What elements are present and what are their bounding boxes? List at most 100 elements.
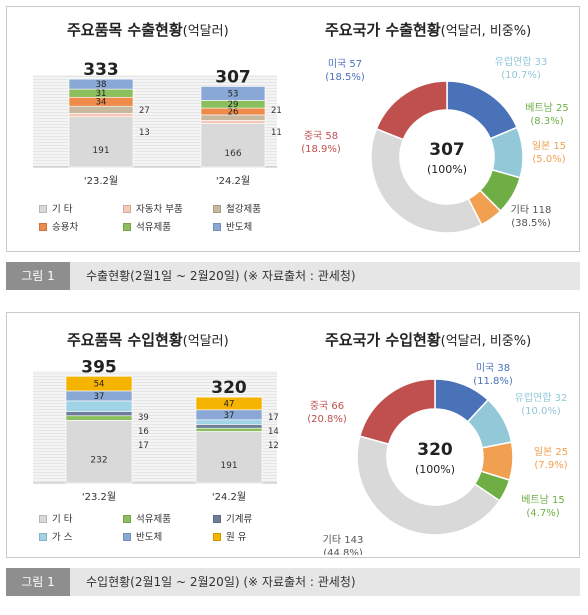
bar-segment [200, 120, 266, 124]
import-panel: 주요품목 수입현황(억달러) 주요국가 수입현황(억달러, 비중%) 232 17… [6, 312, 580, 558]
import-items-title-text: 주요품목 수입현황 [67, 331, 183, 349]
legend-item: 반도체 [123, 529, 162, 543]
legend-label: 가 스 [52, 532, 73, 543]
legend-label: 반도체 [136, 532, 163, 543]
slice-pct-label: (18.5%) [325, 72, 365, 83]
slice-pct-label: (18.9%) [301, 144, 341, 155]
category-label: '24.2월 [212, 491, 246, 503]
bar-segment [68, 113, 134, 118]
data-label: 191 [220, 461, 237, 471]
export-items-unit: (억달러) [182, 24, 229, 39]
import-country-unit: (억달러, 비중%) [440, 334, 532, 349]
legend-swatch [39, 205, 47, 213]
data-label: 34 [96, 98, 107, 108]
slice-pct-label: (11.8%) [473, 376, 513, 387]
export-caption-bar: 그림 1 수출현황(2월1일 ~ 2월20일) (※ 자료출처 : 관세청) [6, 262, 580, 290]
donut-center-value: 307 [429, 140, 465, 160]
bar-segment [65, 415, 133, 421]
bar-segment [65, 376, 133, 392]
legend-swatch [39, 533, 47, 541]
legend-label: 승용차 [52, 222, 79, 233]
donut-slice [358, 378, 436, 446]
bar-total-label: 395 [81, 357, 117, 377]
export-items-title-text: 주요품목 수출현황 [67, 21, 183, 39]
export-country-donut-chart: 미국 57 (18.5%) 유럽연합 33 (10.7%) 베트남 25 (8.3%) 일본… [301, 56, 569, 234]
bar-segment [65, 420, 133, 484]
export-items-legend: 기 타 자동차 부품 철강제품 승용차 석유제품 반도체 [31, 199, 291, 239]
legend-label: 기 타 [52, 204, 73, 215]
slice-pct-label: (7.9%) [534, 460, 567, 471]
slice-pct-label: (44.8%) [323, 548, 363, 555]
legend-swatch [213, 515, 221, 523]
slice-label: 중국 58 [304, 130, 338, 142]
legend-label: 기 타 [52, 514, 73, 525]
figure-tag: 그림 1 [6, 568, 70, 596]
legend-item: 기계류 [213, 511, 252, 525]
bar-segment [65, 400, 133, 412]
bar-segment [195, 424, 263, 429]
data-label: 53 [228, 89, 239, 99]
export-panel: 주요품목 수출현황(억달러) 주요국가 수출현황(억달러, 비중%) 191 13… [6, 6, 580, 252]
slice-label: 베트남 25 [525, 102, 569, 114]
category-label: '23.2월 [82, 491, 116, 503]
data-label: 31 [96, 89, 107, 99]
legend-label: 철강제품 [226, 204, 261, 215]
slice-pct-label: (10.0%) [521, 406, 561, 417]
slice-label: 유럽연합 32 [515, 392, 568, 404]
bar-segment [195, 427, 263, 432]
slice-label: 중국 66 [310, 400, 344, 412]
import-items-unit: (억달러) [182, 334, 229, 349]
import-country-title: 주요국가 수입현황(억달러, 비중%) [325, 329, 531, 350]
export-country-unit: (억달러, 비중%) [440, 24, 532, 39]
slice-label: 기타 118 [511, 204, 552, 216]
slice-label: 일본 25 [534, 446, 568, 458]
legend-item: 기 타 [39, 511, 73, 525]
bar-total-label: 333 [83, 60, 119, 80]
legend-item: 석유제품 [123, 511, 171, 525]
data-label: 17 [138, 441, 149, 451]
legend-item: 원 유 [213, 529, 247, 543]
legend-item: 반도체 [213, 219, 252, 233]
data-label: 12 [268, 441, 279, 451]
legend-label: 기계류 [226, 514, 253, 525]
legend-swatch [213, 223, 221, 231]
slice-pct-label: (5.0%) [532, 154, 565, 165]
legend-swatch [123, 533, 131, 541]
slice-pct-label: (20.8%) [307, 414, 347, 425]
legend-item: 철강제품 [213, 201, 261, 215]
export-country-title: 주요국가 수출현황(억달러, 비중%) [325, 19, 531, 40]
legend-swatch [213, 533, 221, 541]
donut-center-pct: (100%) [427, 163, 467, 176]
legend-item: 승용차 [39, 219, 78, 233]
donut-hole [401, 111, 493, 203]
category-label: '24.2월 [216, 175, 250, 187]
data-label: 21 [271, 106, 282, 116]
slice-label: 미국 38 [476, 362, 510, 374]
donut-hole [388, 410, 482, 504]
bar-segment [68, 78, 134, 90]
data-label: 232 [90, 456, 107, 466]
donut-slice [375, 80, 448, 141]
legend-label: 원 유 [226, 532, 247, 543]
slice-pct-label: (38.5%) [511, 218, 551, 229]
legend-swatch [39, 223, 47, 231]
import-caption-text: 수입현황(2월1일 ~ 2월20일) (※ 자료출처 : 관세청) [86, 575, 356, 589]
data-label: 166 [224, 149, 241, 159]
legend-item: 석유제품 [123, 219, 171, 233]
slice-pct-label: (8.3%) [530, 116, 563, 127]
figure-tag: 그림 1 [6, 262, 70, 290]
legend-swatch [123, 515, 131, 523]
data-label: 29 [228, 100, 239, 110]
slice-pct-label: (4.7%) [526, 508, 559, 519]
bar-total-label: 320 [211, 378, 247, 398]
legend-label: 석유제품 [136, 514, 171, 525]
legend-label: 반도체 [226, 222, 253, 233]
data-label: 27 [139, 106, 150, 116]
bar-segment [195, 396, 263, 411]
slice-label: 일본 15 [532, 140, 566, 152]
legend-swatch [123, 205, 131, 213]
legend-label: 석유제품 [136, 222, 171, 233]
legend-swatch [39, 515, 47, 523]
